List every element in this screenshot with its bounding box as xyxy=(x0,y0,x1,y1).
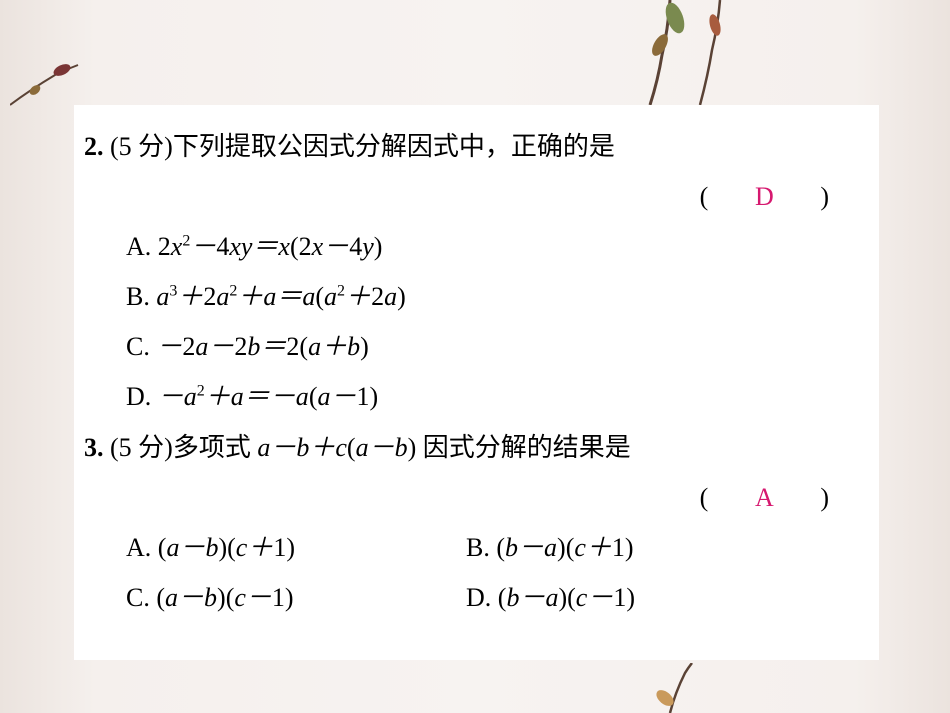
option-label: D. xyxy=(466,583,491,612)
q3-number: 3. xyxy=(84,433,104,462)
option-label: A. xyxy=(126,232,151,261)
q2-prompt-text: 下列提取公因式分解因式中，正确的是 xyxy=(173,132,615,161)
decorative-branch-bottom xyxy=(650,663,750,713)
q2-option-c: C. －2a－2b＝2(a＋b) xyxy=(84,323,849,371)
close-paren: ) xyxy=(794,483,829,512)
decorative-branch-left xyxy=(10,60,80,110)
q2-option-d: D. －a2＋a＝－a(a－1) xyxy=(84,373,849,421)
q3-points: (5 分) xyxy=(110,433,173,462)
option-expr: －2a－2b＝2(a＋b) xyxy=(156,332,368,361)
q2-prompt: 2. (5 分)下列提取公因式分解因式中，正确的是 xyxy=(84,123,849,171)
open-paren: ( xyxy=(700,483,735,512)
q3-option-row-2: C. (a－b)(c－1) D. (b－a)(c－1) xyxy=(84,574,849,622)
close-paren: ) xyxy=(794,182,829,211)
option-expr: (a－b)(c－1) xyxy=(156,583,293,612)
option-expr: (b－a)(c＋1) xyxy=(496,533,633,562)
option-expr: (b－a)(c－1) xyxy=(498,583,635,612)
q3-option-c: C. (a－b)(c－1) xyxy=(126,574,466,622)
option-expr: (a－b)(c＋1) xyxy=(158,533,295,562)
option-expr: a3＋2a2＋a＝a(a2＋2a) xyxy=(156,282,405,311)
question-2: 2. (5 分)下列提取公因式分解因式中，正确的是 ( D ) A. 2x2－4… xyxy=(84,123,849,422)
option-label: D. xyxy=(126,382,151,411)
content-panel: 2. (5 分)下列提取公因式分解因式中，正确的是 ( D ) A. 2x2－4… xyxy=(74,105,879,660)
option-label: B. xyxy=(466,533,490,562)
q2-answer: D xyxy=(734,173,794,221)
q3-answer-line: ( A ) xyxy=(84,474,849,522)
open-paren: ( xyxy=(700,182,735,211)
question-3: 3. (5 分)多项式 a－b＋c(a－b) 因式分解的结果是 ( A ) A.… xyxy=(84,424,849,622)
decorative-branch-top xyxy=(640,0,760,105)
q2-option-a: A. 2x2－4xy＝x(2x－4y) xyxy=(84,223,849,271)
q3-prompt-expr: a－b＋c(a－b) xyxy=(257,433,416,462)
option-expr: 2x2－4xy＝x(2x－4y) xyxy=(158,232,383,261)
q3-prompt: 3. (5 分)多项式 a－b＋c(a－b) 因式分解的结果是 xyxy=(84,424,849,472)
q3-prompt-post: 因式分解的结果是 xyxy=(416,433,631,462)
option-label: C. xyxy=(126,583,150,612)
q2-answer-line: ( D ) xyxy=(84,173,849,221)
q3-option-a: A. (a－b)(c＋1) xyxy=(126,524,466,572)
q2-option-b: B. a3＋2a2＋a＝a(a2＋2a) xyxy=(84,273,849,321)
q3-option-row-1: A. (a－b)(c＋1) B. (b－a)(c＋1) xyxy=(84,524,849,572)
q3-prompt-pre: 多项式 xyxy=(173,433,258,462)
option-label: A. xyxy=(126,533,151,562)
option-label: B. xyxy=(126,282,150,311)
option-expr: －a2＋a＝－a(a－1) xyxy=(158,382,378,411)
q3-option-b: B. (b－a)(c＋1) xyxy=(466,524,806,572)
q3-answer: A xyxy=(734,474,794,522)
q2-number: 2. xyxy=(84,132,104,161)
q2-points: (5 分) xyxy=(110,132,173,161)
option-label: C. xyxy=(126,332,150,361)
q3-option-d: D. (b－a)(c－1) xyxy=(466,574,806,622)
